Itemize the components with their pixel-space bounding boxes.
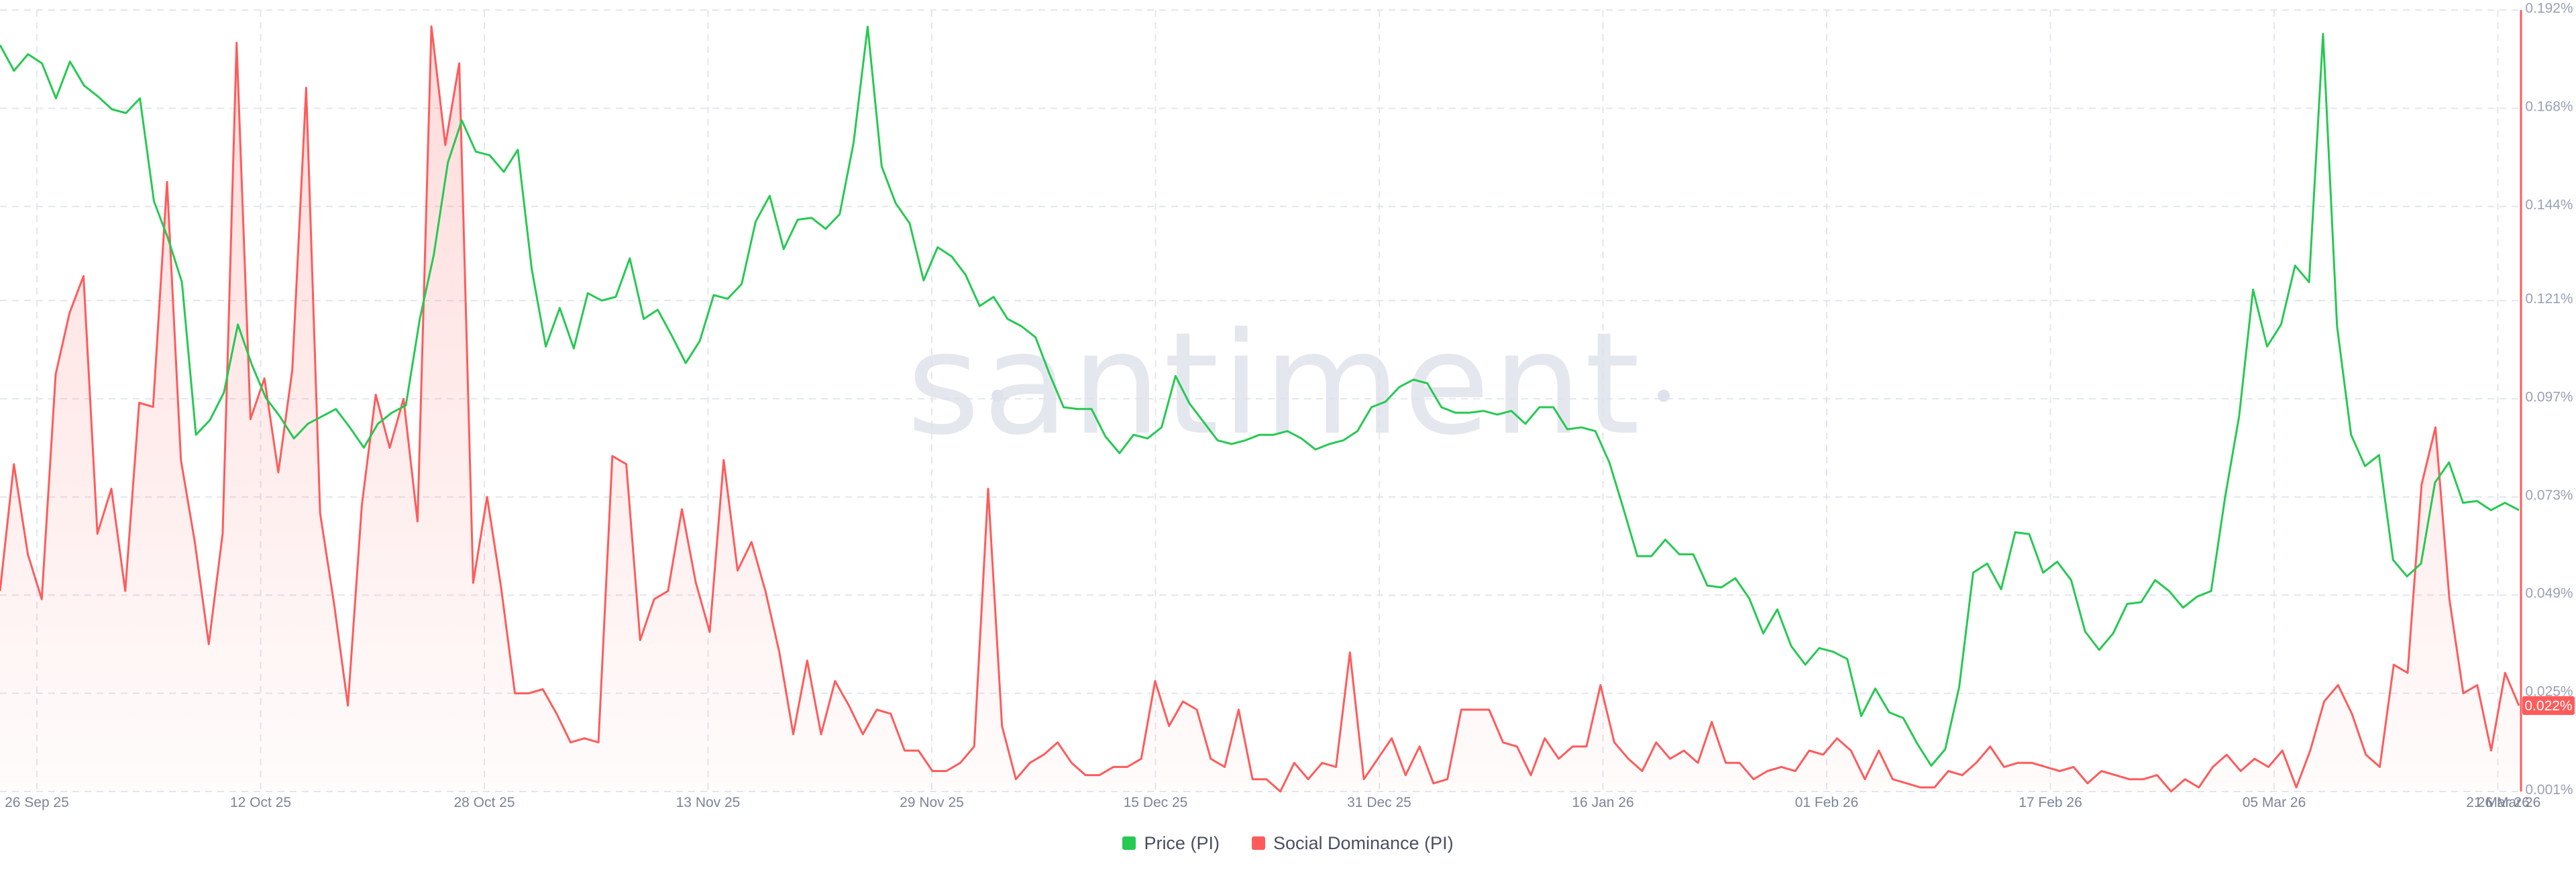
x-tick-label: 13 Nov 25 [676,795,741,810]
social-dominance-area [0,26,2519,792]
x-tick-label: 05 Mar 26 [2243,795,2306,810]
x-tick-label: 15 Dec 25 [1124,795,1188,810]
x-tick-label: 26 Sep 25 [5,795,69,810]
legend-swatch-social-dominance [1251,836,1265,850]
watermark-dot-right [1658,390,1670,402]
y-tick-label: 0.097% [2525,389,2573,404]
y-tick-label: 0.192% [2525,1,2573,16]
legend-swatch-price [1122,836,1136,850]
y-tick-label: 0.049% [2525,586,2573,601]
last-value-label: 0.022% [2524,698,2572,714]
y-tick-label: 0.025% [2525,684,2573,700]
x-tick-label: 31 Dec 25 [1347,795,1411,810]
x-tick-label: 28 Oct 25 [453,795,515,810]
legend-label-price: Price (PI) [1144,832,1220,853]
last-value-badge-bg [2522,696,2575,715]
watermark-dot-left [991,390,1004,402]
santiment-watermark: santiment [906,302,1642,466]
social-dominance-line [0,25,2520,793]
x-tick-label: 21 Mar 26 [2466,795,2530,810]
x-tick-label: 01 Feb 26 [1795,795,1859,810]
y-tick-label: 0.168% [2525,99,2573,114]
x-tick-label: 29 Nov 25 [900,795,964,810]
legend-item-social-dominance[interactable]: Social Dominance (PI) [1251,832,1454,854]
x-tick-label: 26 Mar 26 [2477,795,2541,810]
x-tick-label: 16 Jan 26 [1572,795,1633,810]
y-tick-label: 0.121% [2525,291,2573,307]
legend-item-price[interactable]: Price (PI) [1122,833,1220,854]
price-line [0,25,2520,767]
y-tick-label: 0.073% [2525,488,2573,503]
y-tick-label: 0.144% [2525,197,2573,213]
y-tick-label: 0.001% [2525,782,2573,798]
x-tick-label: 12 Oct 25 [230,795,291,810]
chart-legend: Price (PI) Social Dominance (PI) [0,830,2576,857]
legend-label-social-dominance: Social Dominance (PI) [1273,832,1454,853]
x-tick-label: 17 Feb 26 [2019,795,2082,810]
last-value-badge: 0.022% [2522,696,2575,715]
